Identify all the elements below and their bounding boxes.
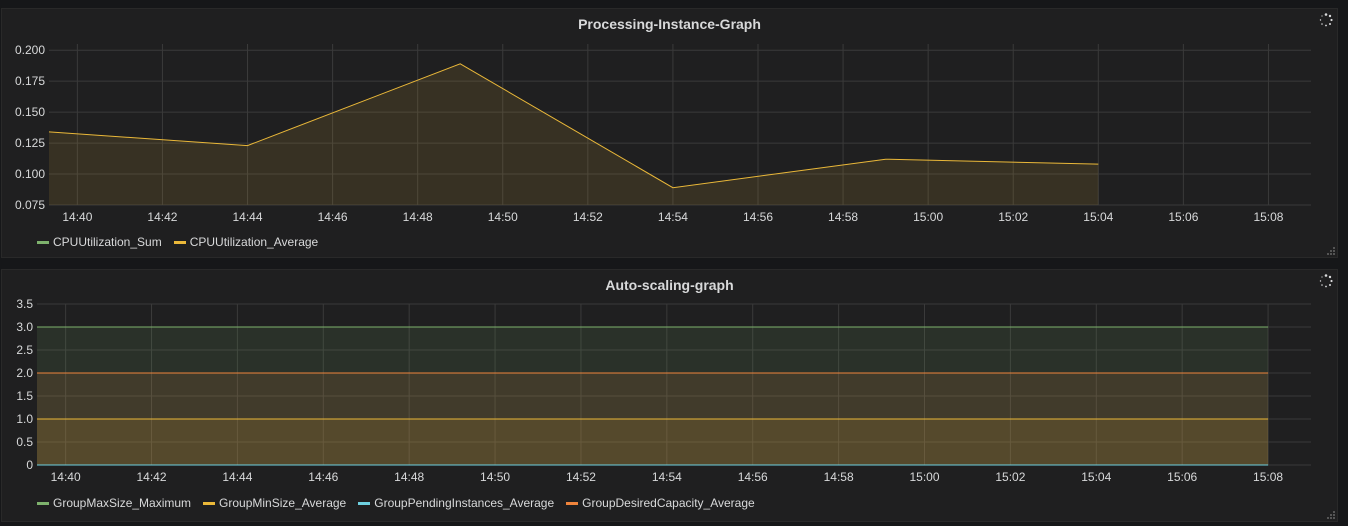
x-tick-label: 14:52 [566,470,596,484]
x-tick-label: 14:46 [318,210,348,224]
series-line-1[interactable] [48,63,1099,189]
y-tick-label: 0.125 [15,136,45,150]
panel-title[interactable]: Processing-Instance-Graph [578,16,761,32]
legend-item[interactable]: CPUUtilization_Average [173,235,319,249]
cpu-legend: CPUUtilization_Sum CPUUtilization_Average [37,235,318,249]
resize-handle-icon[interactable] [1327,511,1335,519]
x-tick-label: 15:00 [913,210,943,224]
legend-swatch [37,501,49,505]
legend-swatch [566,501,579,505]
autoscaling-chart[interactable]: 0 0.5 1.0 1.5 2.0 2.5 3.0 3.5 14:40 14:42 14:44 14:… [2,270,1337,492]
x-tick-label: 14:54 [652,470,682,484]
y-tick-label: 2.5 [16,343,33,357]
autoscaling-legend: GroupMaxSize_Maximum GroupMinSize_Average… [37,496,755,510]
x-tick-label: 14:48 [403,210,433,224]
y-tick-label: 3.0 [16,320,33,334]
x-tick-label: 15:00 [909,470,939,484]
x-tick-label: 14:48 [394,470,424,484]
series-area-1 [49,63,1099,205]
legend-label: GroupPendingInstances_Average [374,496,555,510]
series-area-1 [37,419,1269,465]
y-tick-label: 3.5 [16,297,33,311]
legend-label: GroupDesiredCapacity_Average [582,496,755,510]
x-tick-label: 14:44 [233,210,263,224]
loading-spinner-icon [1319,274,1333,288]
legend-item[interactable]: CPUUtilization_Sum [37,235,162,249]
x-tick-label: 15:08 [1253,210,1283,224]
x-tick-label: 14:52 [573,210,603,224]
x-tick-label: 15:08 [1253,470,1283,484]
x-tick-label: 14:58 [824,470,854,484]
x-tick-label: 15:04 [1083,210,1113,224]
x-tick-label: 15:06 [1168,210,1198,224]
x-tick-label: 14:40 [51,470,81,484]
y-tick-label: 0.100 [15,167,45,181]
x-tick-label: 15:04 [1081,470,1111,484]
x-tick-label: 14:46 [308,470,338,484]
y-tick-label: 0.175 [15,74,45,88]
y-tick-label: 1.5 [16,389,33,403]
legend-swatch [203,501,216,505]
legend-swatch [37,240,49,244]
legend-label: CPUUtilization_Sum [53,235,162,249]
loading-spinner-icon [1319,13,1333,27]
x-tick-label: 14:54 [658,210,688,224]
x-tick-label: 14:50 [480,470,510,484]
y-tick-label: 0.5 [16,435,33,449]
legend-item[interactable]: GroupMaxSize_Maximum [37,496,191,510]
legend-item[interactable]: GroupMinSize_Average [203,496,346,510]
autoscaling-panel: Auto-scaling-graph 0 0.5 1.0 1.5 2.0 2.5 3.0 3.… [1,269,1338,522]
y-tick-label: 0.150 [15,105,45,119]
legend-item[interactable]: GroupDesiredCapacity_Average [566,496,755,510]
x-tick-label: 15:02 [995,470,1025,484]
cpu-chart[interactable]: 0.075 0.100 0.125 0.150 0.175 0.200 14:40 14:42… [2,9,1337,231]
x-tick-label: 14:42 [147,210,177,224]
y-tick-label: 0 [26,458,33,472]
panel-title[interactable]: Auto-scaling-graph [605,277,734,293]
cpu-panel: Processing-Instance-Graph 0.075 0.100 0.12… [1,8,1338,258]
y-tick-label: 2.0 [16,366,33,380]
resize-handle-icon[interactable] [1327,247,1335,255]
legend-item[interactable]: GroupPendingInstances_Average [358,496,554,510]
x-tick-label: 14:56 [743,210,773,224]
legend-label: GroupMaxSize_Maximum [53,496,192,510]
series-area-0 [37,327,1269,465]
x-tick-label: 15:02 [998,210,1028,224]
y-tick-label: 0.075 [15,198,45,212]
legend-swatch [358,501,371,505]
x-tick-label: 14:56 [738,470,768,484]
x-tick-label: 14:58 [828,210,858,224]
legend-swatch [173,240,186,244]
y-tick-label: 1.0 [16,412,33,426]
x-tick-label: 14:44 [222,470,252,484]
x-tick-label: 14:42 [137,470,167,484]
legend-label: GroupMinSize_Average [219,496,347,510]
legend-label: CPUUtilization_Average [189,235,319,249]
x-tick-label: 15:06 [1167,470,1197,484]
x-tick-label: 14:50 [488,210,518,224]
x-tick-label: 14:40 [62,210,92,224]
y-tick-label: 0.200 [15,43,45,57]
